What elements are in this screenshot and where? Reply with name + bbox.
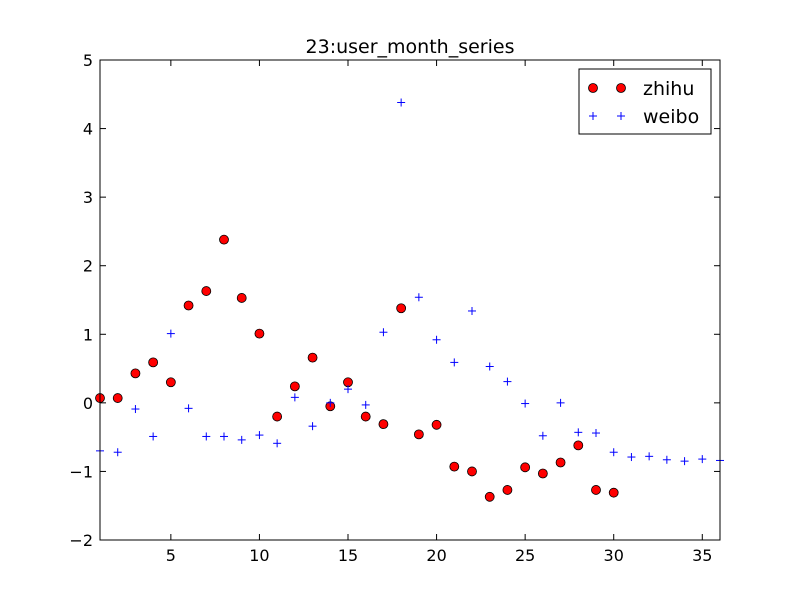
point-weibo <box>662 455 671 464</box>
x-tick-label: 30 <box>604 546 624 565</box>
point-zhihu <box>591 485 601 495</box>
point-weibo <box>450 358 459 367</box>
point-zhihu <box>502 485 513 495</box>
point-zhihu <box>148 357 159 368</box>
point-weibo <box>361 400 370 409</box>
point-zhihu <box>449 461 460 472</box>
y-tick-label: 5 <box>83 51 93 70</box>
point-weibo <box>698 455 707 464</box>
y-tick-label: 1 <box>83 325 93 344</box>
y-tick-label: −2 <box>69 531 93 550</box>
point-weibo <box>538 431 547 440</box>
point-zhihu <box>520 462 531 473</box>
point-zhihu <box>413 429 424 440</box>
point-weibo <box>184 404 193 413</box>
point-weibo <box>468 306 476 315</box>
point-weibo <box>166 329 175 338</box>
point-weibo <box>220 432 228 441</box>
y-tick-label: 0 <box>83 394 93 413</box>
point-zhihu <box>360 411 371 422</box>
point-weibo <box>627 453 636 462</box>
x-tick-label: 35 <box>692 546 712 565</box>
point-zhihu <box>236 293 247 303</box>
point-weibo <box>432 335 441 344</box>
y-tick-label: 4 <box>83 120 93 139</box>
plot-frame <box>99 59 721 541</box>
y-tick-label: −1 <box>69 462 93 481</box>
x-tick-label: 20 <box>426 546 446 565</box>
point-zhihu <box>378 419 389 430</box>
point-zhihu <box>573 440 584 451</box>
point-weibo <box>255 431 264 440</box>
point-weibo <box>609 448 618 457</box>
point-zhihu <box>307 352 318 363</box>
chart-title: 23:user_month_series <box>306 36 515 58</box>
point-zhihu <box>555 457 566 468</box>
point-zhihu <box>183 300 194 311</box>
point-weibo <box>397 98 406 107</box>
data-marks <box>95 98 724 502</box>
point-weibo <box>521 399 530 408</box>
legend-marker-weibo <box>617 112 625 120</box>
point-weibo <box>680 457 689 466</box>
point-weibo <box>503 377 512 386</box>
point-zhihu <box>484 491 495 502</box>
point-weibo <box>308 422 317 431</box>
point-weibo <box>485 362 494 371</box>
point-weibo <box>414 293 423 302</box>
point-weibo <box>273 439 282 448</box>
x-tick-label: 5 <box>166 546 176 565</box>
point-weibo <box>149 432 158 441</box>
legend-label-zhihu: zhihu <box>643 78 694 100</box>
x-tick-label: 25 <box>515 546 535 565</box>
legend-marker-zhihu <box>588 83 598 93</box>
point-weibo <box>202 432 211 441</box>
point-zhihu <box>272 411 283 422</box>
point-zhihu <box>130 368 141 379</box>
point-weibo <box>592 429 600 438</box>
legend-marker-zhihu <box>616 83 626 93</box>
point-zhihu <box>608 487 619 498</box>
point-zhihu <box>289 381 300 392</box>
point-weibo <box>326 398 335 407</box>
point-zhihu <box>112 393 123 403</box>
series-weibo <box>96 98 724 466</box>
point-weibo <box>379 328 388 337</box>
point-weibo <box>237 435 246 444</box>
legend-box <box>578 68 712 135</box>
point-zhihu <box>165 377 176 388</box>
point-weibo <box>344 385 352 394</box>
x-tick-label: 15 <box>338 546 358 565</box>
point-weibo <box>290 393 299 402</box>
y-tick-label: 2 <box>83 257 93 276</box>
point-weibo <box>645 452 654 461</box>
point-weibo <box>113 448 122 457</box>
point-weibo <box>574 428 583 437</box>
legend-marker-weibo <box>589 112 597 120</box>
point-weibo <box>131 405 140 414</box>
point-zhihu <box>467 466 477 477</box>
point-zhihu <box>254 328 265 339</box>
series-zhihu <box>95 234 619 502</box>
x-tick-label: 10 <box>249 546 269 565</box>
point-zhihu <box>431 419 442 430</box>
point-zhihu <box>201 286 212 296</box>
legend: zhihu weibo <box>578 68 712 135</box>
point-zhihu <box>396 303 407 314</box>
legend-label-weibo: weibo <box>643 106 699 128</box>
y-tick-label: 3 <box>83 188 93 207</box>
point-weibo <box>556 398 565 407</box>
point-zhihu <box>537 468 548 479</box>
axis-ticks: 5 10 15 20 25 30 35 −2 −1 0 1 2 3 4 5 <box>69 51 720 565</box>
point-zhihu <box>219 234 229 245</box>
